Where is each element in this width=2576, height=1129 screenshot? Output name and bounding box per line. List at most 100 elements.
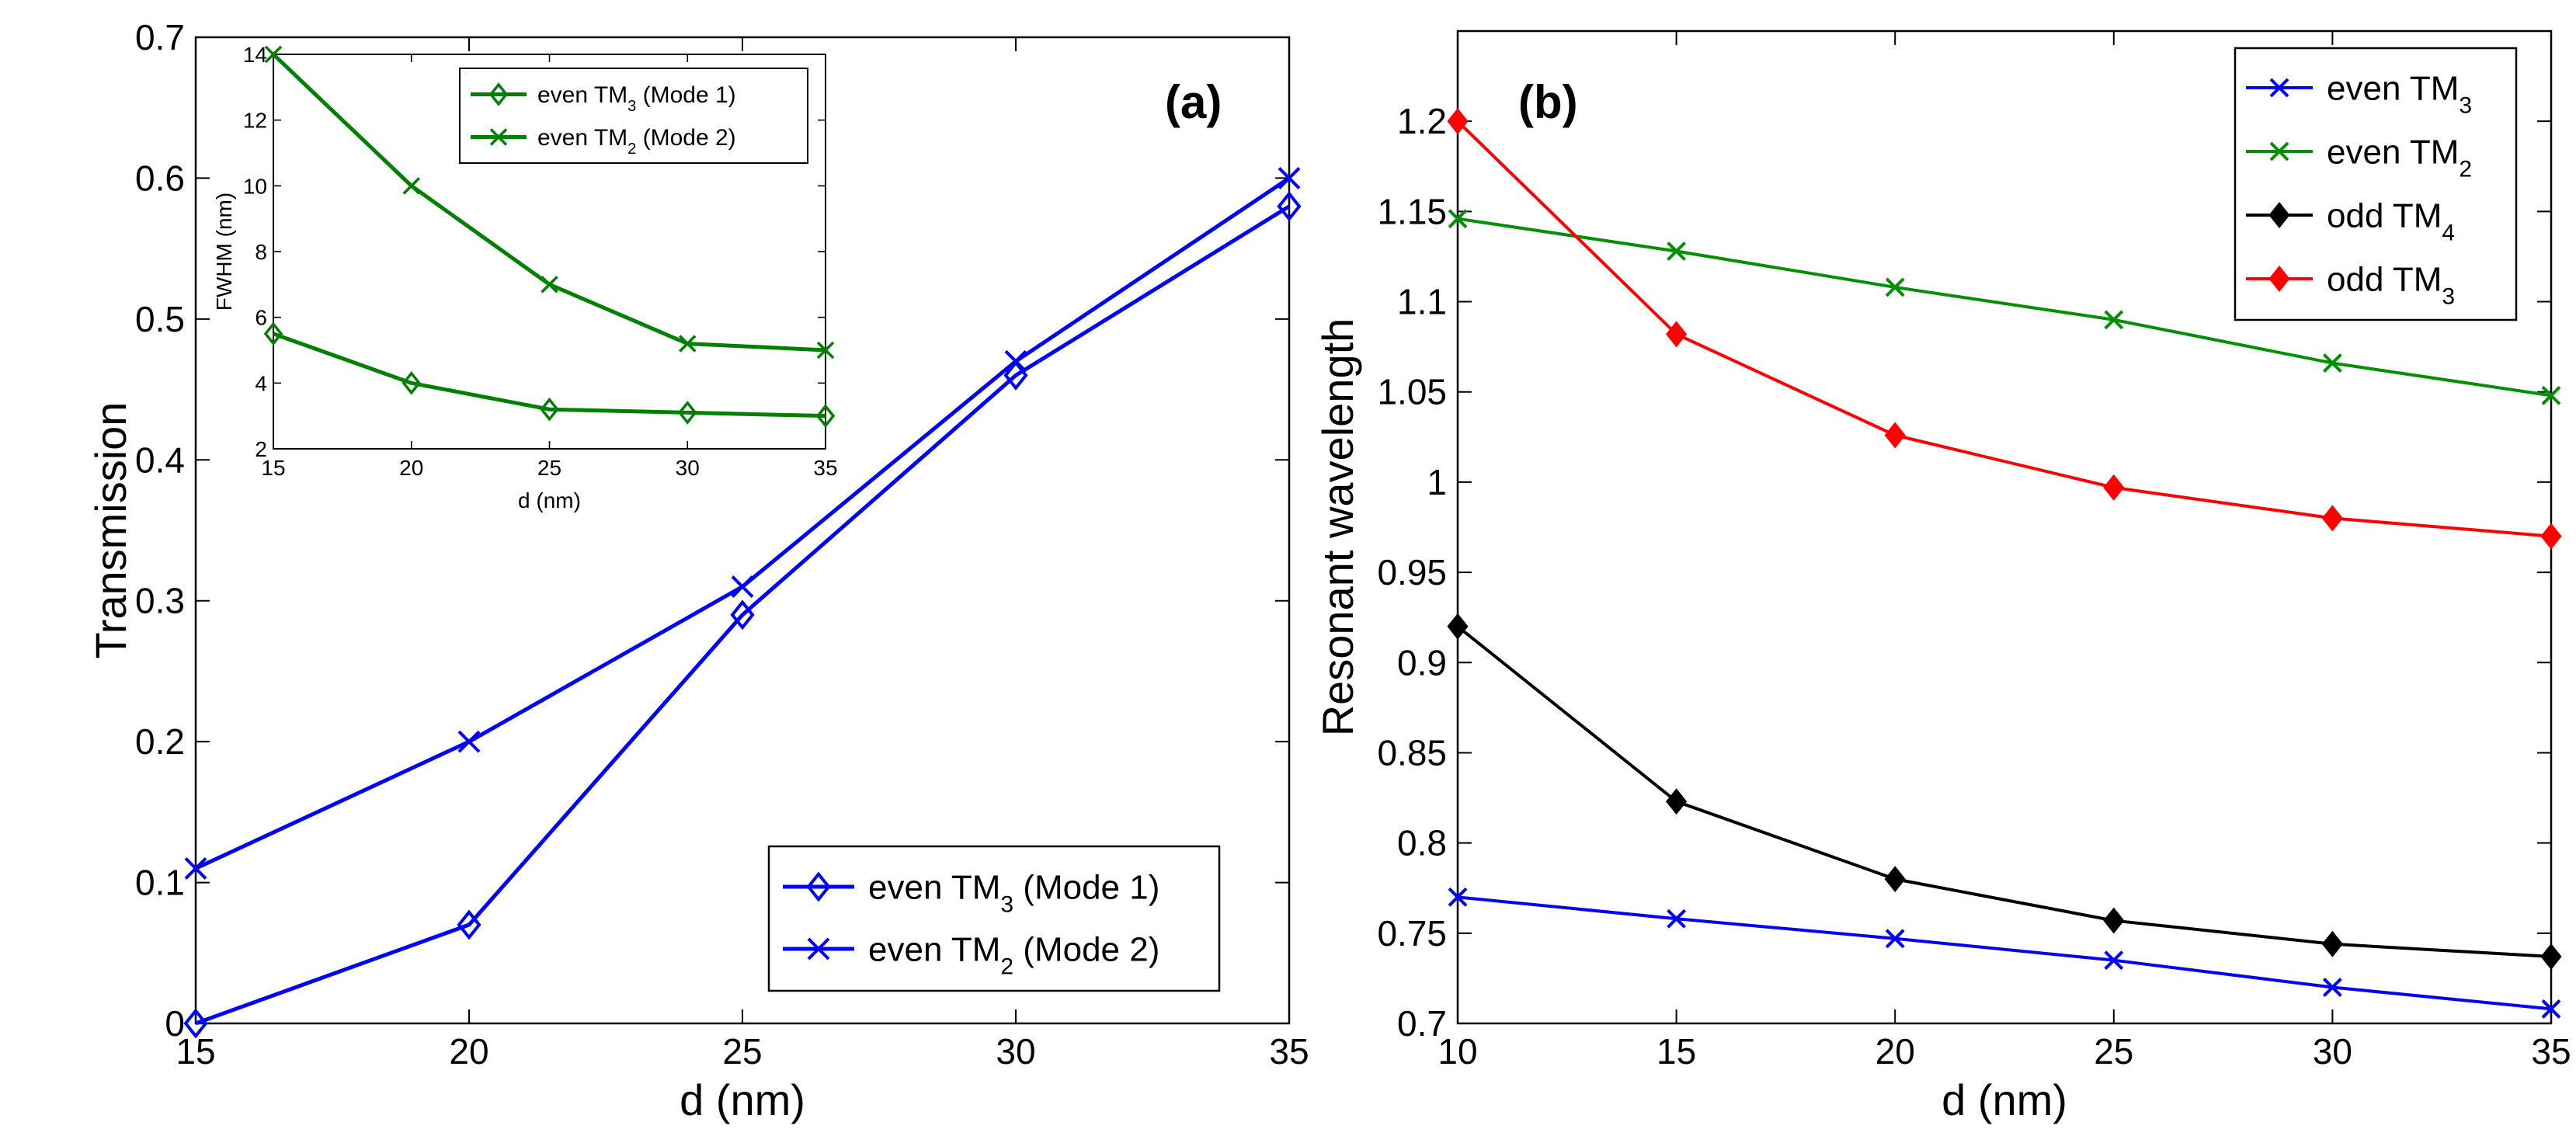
data-point bbox=[1004, 349, 1027, 373]
legend-label: even TM2 (Mode 2) bbox=[537, 125, 736, 158]
data-point bbox=[1003, 360, 1028, 391]
y-tick-label: 0.4 bbox=[135, 439, 185, 480]
data-point bbox=[2103, 907, 2125, 934]
series-line-0 bbox=[1457, 895, 2552, 1011]
y-tick-label: 12 bbox=[243, 109, 267, 133]
x-tick-label: 25 bbox=[537, 456, 561, 480]
x-tick-label: 15 bbox=[1656, 1031, 1696, 1072]
x-axis-label: d (nm) bbox=[680, 1075, 805, 1124]
y-tick-label: 14 bbox=[243, 43, 267, 67]
legend-marker bbox=[489, 128, 508, 146]
legend-marker bbox=[2269, 141, 2289, 162]
data-point bbox=[402, 371, 421, 395]
series-line-1 bbox=[1457, 217, 2552, 398]
x-tick-label: 20 bbox=[399, 456, 423, 480]
legend-marker bbox=[2268, 266, 2290, 292]
y-tick-label: 0 bbox=[165, 1003, 185, 1044]
x-tick-label: 25 bbox=[2094, 1031, 2133, 1072]
y-axis-label: Resonant wavelength bbox=[1313, 318, 1362, 737]
y-axis-label: Transmission bbox=[86, 402, 135, 659]
legend-label: even TM2 bbox=[2327, 133, 2472, 182]
panel-label: (a) bbox=[1165, 76, 1222, 128]
data-point bbox=[678, 401, 697, 425]
x-axis-label: d (nm) bbox=[518, 488, 581, 512]
y-tick-label: 0.8 bbox=[1397, 823, 1447, 863]
y-tick-label: 0.7 bbox=[135, 17, 185, 57]
data-point bbox=[184, 857, 207, 880]
data-point bbox=[731, 575, 754, 598]
data-point bbox=[2540, 943, 2562, 970]
legend-box bbox=[767, 845, 1221, 992]
x-tick-label: 35 bbox=[1269, 1031, 1309, 1072]
y-tick-label: 1.05 bbox=[1377, 372, 1447, 412]
legend-label: even TM2 (Mode 2) bbox=[868, 930, 1159, 979]
legend-label: even TM3 bbox=[2327, 69, 2472, 118]
data-point bbox=[2321, 505, 2343, 532]
data-point bbox=[1667, 241, 1687, 261]
y-tick-label: 0.1 bbox=[135, 863, 185, 903]
legend-a-inset: even TM3 (Mode 1) even TM2 (Mode 2) bbox=[459, 68, 808, 164]
data-point bbox=[2322, 978, 2342, 997]
data-point bbox=[2103, 474, 2125, 501]
x-axis-label: d (nm) bbox=[1942, 1075, 2067, 1124]
data-point bbox=[1448, 887, 1468, 907]
legend-marker bbox=[2268, 202, 2290, 228]
legend-marker bbox=[2269, 78, 2289, 98]
data-point bbox=[816, 341, 835, 360]
y-tick-label: 0.5 bbox=[135, 299, 185, 339]
data-point bbox=[264, 45, 283, 64]
x-tick-label: 10 bbox=[1437, 1031, 1477, 1072]
data-point bbox=[2322, 353, 2342, 373]
series-line-0 bbox=[273, 332, 826, 419]
data-point bbox=[2541, 385, 2561, 405]
data-point bbox=[541, 276, 558, 294]
y-tick-label: 0.95 bbox=[1377, 552, 1447, 592]
data-point bbox=[815, 404, 836, 428]
legend-label: odd TM4 bbox=[2327, 196, 2455, 245]
series-line-0 bbox=[195, 204, 1291, 1026]
data-point bbox=[402, 177, 420, 195]
y-tick-label: 0.75 bbox=[1377, 913, 1447, 954]
data-point bbox=[1447, 108, 1469, 135]
x-tick-label: 35 bbox=[2531, 1031, 2571, 1072]
y-tick-label: 0.6 bbox=[135, 158, 185, 198]
series-line-3 bbox=[1456, 120, 2552, 538]
data-point bbox=[1885, 929, 1905, 949]
data-point bbox=[2321, 930, 2343, 957]
data-point bbox=[457, 730, 481, 753]
data-point bbox=[730, 599, 755, 631]
data-point bbox=[2541, 999, 2561, 1019]
data-point bbox=[1448, 209, 1468, 229]
data-point bbox=[1884, 422, 1906, 449]
data-point bbox=[2104, 950, 2124, 971]
legend-marker bbox=[807, 937, 830, 961]
data-point bbox=[1884, 866, 1906, 893]
legend-a: even TM3 (Mode 1) even TM2 (Mode 2) bbox=[767, 845, 1221, 992]
x-tick-label: 30 bbox=[996, 1031, 1035, 1072]
legend-label: even TM3 (Mode 1) bbox=[868, 868, 1159, 917]
y-tick-label: 4 bbox=[255, 371, 267, 395]
y-tick-label: 8 bbox=[255, 240, 267, 264]
data-point bbox=[540, 397, 559, 422]
x-tick-label: 30 bbox=[676, 456, 700, 480]
legend-b: even TM3 even TM2 odd TM4 odd TM3 bbox=[2234, 47, 2518, 321]
data-point bbox=[2540, 523, 2562, 550]
y-tick-label: 10 bbox=[243, 174, 267, 198]
y-tick-label: 1.2 bbox=[1397, 101, 1447, 141]
y-tick-label: 0.9 bbox=[1397, 642, 1447, 683]
data-point bbox=[2104, 310, 2124, 330]
x-tick-label: 25 bbox=[722, 1031, 762, 1072]
legend-marker bbox=[488, 82, 509, 106]
y-tick-label: 0.85 bbox=[1377, 732, 1447, 773]
data-point bbox=[183, 1008, 208, 1039]
data-point bbox=[457, 909, 481, 940]
legend-label: even TM3 (Mode 1) bbox=[537, 82, 736, 115]
data-point bbox=[1278, 167, 1301, 189]
x-tick-label: 30 bbox=[2313, 1031, 2352, 1072]
data-point bbox=[1447, 613, 1469, 640]
data-point bbox=[1277, 191, 1302, 222]
y-axis-label: FWHM (nm) bbox=[212, 193, 236, 311]
data-point bbox=[263, 321, 283, 346]
y-tick-label: 2 bbox=[255, 437, 267, 461]
panel-label: (b) bbox=[1518, 76, 1578, 128]
